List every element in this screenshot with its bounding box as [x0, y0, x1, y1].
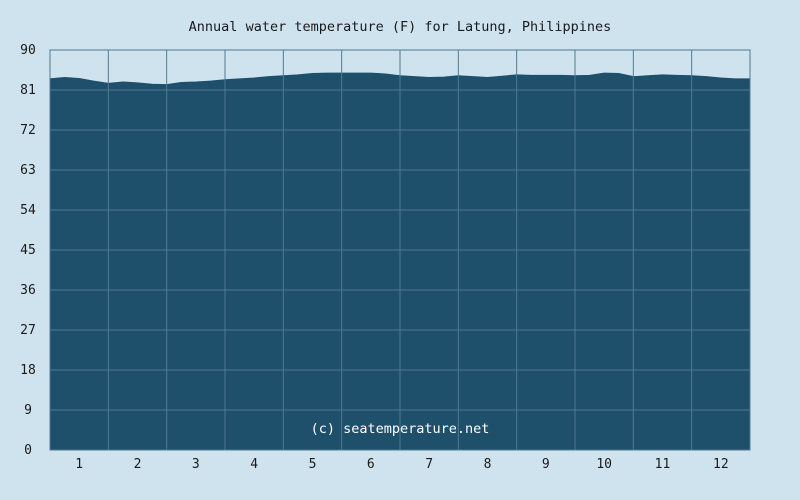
x-tick-label: 8	[484, 457, 492, 472]
watermark: (c) seatemperature.net	[311, 421, 490, 437]
x-tick-label: 3	[192, 457, 200, 472]
y-tick-label: 54	[20, 203, 36, 218]
y-tick-label: 36	[20, 283, 36, 298]
x-tick-label: 2	[134, 457, 142, 472]
x-tick-label: 10	[596, 457, 612, 472]
x-tick-label: 12	[713, 457, 729, 472]
y-tick-label: 27	[20, 323, 36, 338]
x-tick-label: 5	[309, 457, 317, 472]
x-tick-label: 11	[655, 457, 671, 472]
y-tick-label: 72	[20, 123, 36, 138]
x-tick-label: 9	[542, 457, 550, 472]
y-tick-label: 81	[20, 83, 36, 98]
x-tick-label: 6	[367, 457, 375, 472]
x-tick-label: 4	[250, 457, 258, 472]
x-tick-label: 7	[425, 457, 433, 472]
plot-frame	[49, 49, 751, 451]
x-tick-label: 1	[75, 457, 83, 472]
x-tick-labels: 1 2 3 4 5 6 7 8 9 10 11 12	[75, 457, 728, 472]
chart-title: Annual water temperature (F) for Latung,…	[188, 19, 612, 35]
y-tick-label: 0	[24, 443, 32, 458]
y-tick-label: 45	[20, 243, 36, 258]
y-tick-label: 90	[20, 43, 36, 58]
y-tick-label: 9	[24, 403, 32, 418]
y-tick-label: 18	[20, 363, 36, 378]
y-tick-label: 63	[20, 163, 36, 178]
y-tick-labels: 0 9 18 27 36 45 54 63 72 81 90	[20, 43, 36, 458]
